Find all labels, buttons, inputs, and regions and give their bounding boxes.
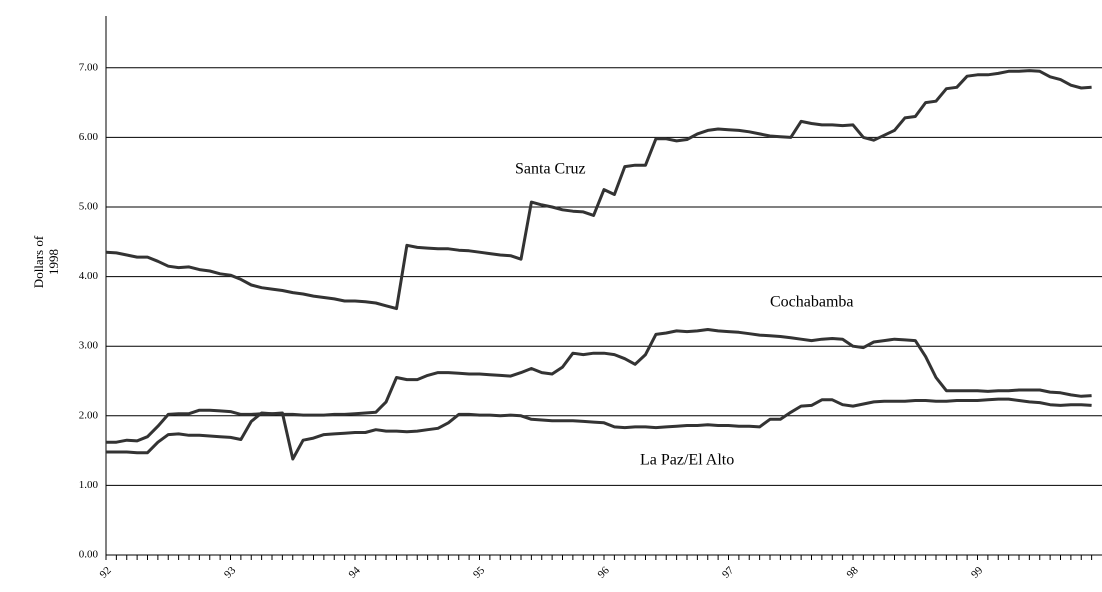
x-tick-label: 99 — [969, 564, 986, 581]
y-tick-label: 6.00 — [79, 131, 99, 143]
y-tick-label: 0.00 — [79, 549, 99, 561]
y-tick-label: 2.00 — [79, 409, 99, 421]
x-tick-label: 94 — [347, 564, 364, 581]
series-line — [105, 69, 1092, 311]
x-tick-label: 93 — [222, 564, 239, 581]
series-label: La Paz/El Alto — [640, 452, 734, 469]
x-tick-label: 96 — [596, 564, 613, 581]
x-tick-label: 98 — [845, 564, 862, 581]
y-tick-label: 7.00 — [79, 61, 99, 73]
x-tick-label: 97 — [720, 564, 737, 581]
series-label: Cochabamba — [770, 294, 854, 311]
series-line — [106, 397, 1092, 461]
y-tick-label: 1.00 — [79, 479, 99, 491]
x-tick-label: 95 — [471, 564, 488, 581]
y-tick-label: 3.00 — [79, 340, 99, 352]
series-label: Santa Cruz — [515, 161, 586, 178]
y-tick-label: 4.00 — [79, 270, 99, 282]
x-tick-label: 92 — [98, 565, 114, 581]
y-axis-label: 1998 — [46, 249, 61, 275]
y-tick-label: 5.00 — [79, 201, 99, 213]
y-axis-label: Dollars of — [31, 235, 46, 288]
